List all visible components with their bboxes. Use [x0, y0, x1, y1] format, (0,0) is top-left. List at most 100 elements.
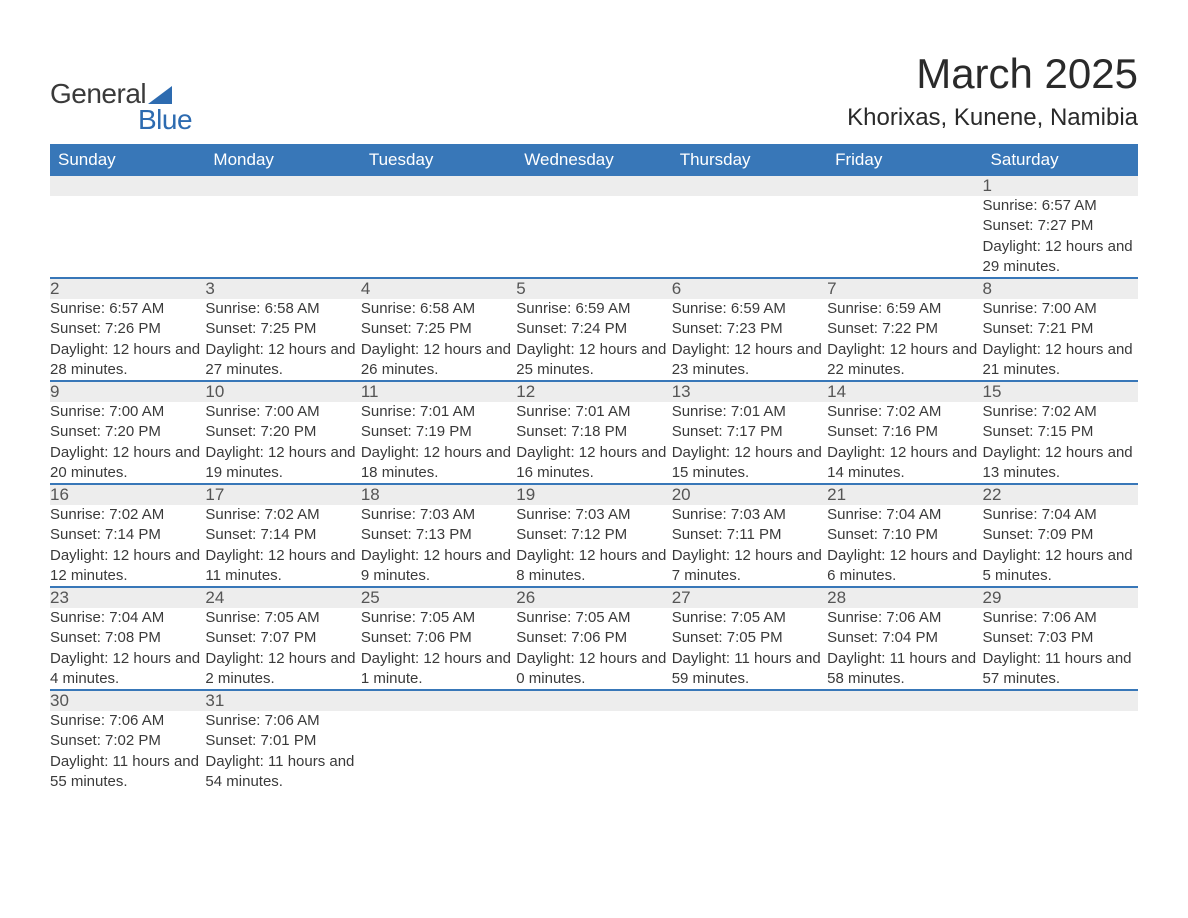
- day-detail-cell: Sunrise: 7:04 AMSunset: 7:09 PMDaylight:…: [983, 505, 1138, 587]
- day-number-cell: 26: [516, 587, 671, 608]
- day-detail-cell: Sunrise: 7:02 AMSunset: 7:14 PMDaylight:…: [50, 505, 205, 587]
- day-number-cell: 22: [983, 484, 1138, 505]
- day-number-cell: 11: [361, 381, 516, 402]
- daylight-line: Daylight: 12 hours and 1 minute.: [361, 649, 516, 690]
- day-number-cell: 28: [827, 587, 982, 608]
- column-header: Sunday: [50, 144, 205, 176]
- daylight-line: Daylight: 12 hours and 22 minutes.: [827, 340, 982, 381]
- sunrise-line: Sunrise: 7:00 AM: [983, 299, 1138, 319]
- day-detail-cell: [827, 711, 982, 792]
- sunset-line: Sunset: 7:15 PM: [983, 422, 1138, 442]
- logo-text-blue: Blue: [138, 104, 192, 136]
- day-detail-cell: Sunrise: 7:04 AMSunset: 7:08 PMDaylight:…: [50, 608, 205, 690]
- sunset-line: Sunset: 7:09 PM: [983, 525, 1138, 545]
- day-number-cell: 9: [50, 381, 205, 402]
- day-number-cell: 19: [516, 484, 671, 505]
- sunset-line: Sunset: 7:20 PM: [50, 422, 205, 442]
- day-number-cell: 1: [983, 176, 1138, 196]
- day-number-cell: 21: [827, 484, 982, 505]
- column-header: Tuesday: [361, 144, 516, 176]
- day-detail-cell: [516, 196, 671, 278]
- day-detail-cell: Sunrise: 7:06 AMSunset: 7:04 PMDaylight:…: [827, 608, 982, 690]
- sunrise-line: Sunrise: 7:06 AM: [983, 608, 1138, 628]
- daylight-line: Daylight: 12 hours and 20 minutes.: [50, 443, 205, 484]
- sunrise-line: Sunrise: 7:06 AM: [827, 608, 982, 628]
- sunrise-line: Sunrise: 7:02 AM: [827, 402, 982, 422]
- sunset-line: Sunset: 7:23 PM: [672, 319, 827, 339]
- day-number-cell: [983, 690, 1138, 711]
- sunrise-line: Sunrise: 7:06 AM: [50, 711, 205, 731]
- sunset-line: Sunset: 7:25 PM: [205, 319, 360, 339]
- day-detail-cell: Sunrise: 7:02 AMSunset: 7:14 PMDaylight:…: [205, 505, 360, 587]
- day-number-cell: [205, 176, 360, 196]
- day-number-cell: 2: [50, 278, 205, 299]
- day-number-cell: 17: [205, 484, 360, 505]
- day-number-cell: [516, 176, 671, 196]
- day-detail-cell: [361, 196, 516, 278]
- day-detail-cell: Sunrise: 7:02 AMSunset: 7:16 PMDaylight:…: [827, 402, 982, 484]
- daylight-line: Daylight: 12 hours and 26 minutes.: [361, 340, 516, 381]
- day-number-cell: 16: [50, 484, 205, 505]
- sunrise-line: Sunrise: 7:04 AM: [827, 505, 982, 525]
- sunrise-line: Sunrise: 7:03 AM: [516, 505, 671, 525]
- sunrise-line: Sunrise: 7:00 AM: [205, 402, 360, 422]
- day-number-cell: 14: [827, 381, 982, 402]
- day-detail-cell: Sunrise: 7:00 AMSunset: 7:20 PMDaylight:…: [205, 402, 360, 484]
- sunset-line: Sunset: 7:19 PM: [361, 422, 516, 442]
- column-header: Saturday: [983, 144, 1138, 176]
- day-number-cell: [516, 690, 671, 711]
- daylight-line: Daylight: 12 hours and 25 minutes.: [516, 340, 671, 381]
- daylight-line: Daylight: 12 hours and 11 minutes.: [205, 546, 360, 587]
- day-number-cell: [361, 690, 516, 711]
- sunset-line: Sunset: 7:27 PM: [983, 216, 1138, 236]
- daylight-line: Daylight: 12 hours and 18 minutes.: [361, 443, 516, 484]
- sunset-line: Sunset: 7:14 PM: [50, 525, 205, 545]
- day-number-cell: 29: [983, 587, 1138, 608]
- daylight-line: Daylight: 12 hours and 7 minutes.: [672, 546, 827, 587]
- sunrise-line: Sunrise: 7:01 AM: [516, 402, 671, 422]
- day-detail-cell: Sunrise: 6:58 AMSunset: 7:25 PMDaylight:…: [205, 299, 360, 381]
- title-block: March 2025 Khorixas, Kunene, Namibia: [847, 50, 1138, 132]
- day-detail-cell: Sunrise: 7:03 AMSunset: 7:11 PMDaylight:…: [672, 505, 827, 587]
- daylight-line: Daylight: 11 hours and 59 minutes.: [672, 649, 827, 690]
- day-detail-cell: Sunrise: 6:57 AMSunset: 7:27 PMDaylight:…: [983, 196, 1138, 278]
- sunset-line: Sunset: 7:10 PM: [827, 525, 982, 545]
- day-number-cell: 8: [983, 278, 1138, 299]
- day-detail-cell: [827, 196, 982, 278]
- day-number-cell: 5: [516, 278, 671, 299]
- day-detail-cell: [516, 711, 671, 792]
- sunrise-line: Sunrise: 7:03 AM: [361, 505, 516, 525]
- column-header: Monday: [205, 144, 360, 176]
- day-number-cell: 4: [361, 278, 516, 299]
- day-detail-cell: [205, 196, 360, 278]
- sunrise-line: Sunrise: 7:01 AM: [672, 402, 827, 422]
- sunset-line: Sunset: 7:14 PM: [205, 525, 360, 545]
- day-detail-cell: Sunrise: 7:06 AMSunset: 7:03 PMDaylight:…: [983, 608, 1138, 690]
- day-detail-cell: Sunrise: 7:03 AMSunset: 7:13 PMDaylight:…: [361, 505, 516, 587]
- daylight-line: Daylight: 12 hours and 15 minutes.: [672, 443, 827, 484]
- sunrise-line: Sunrise: 7:01 AM: [361, 402, 516, 422]
- sunrise-line: Sunrise: 6:57 AM: [983, 196, 1138, 216]
- column-header: Wednesday: [516, 144, 671, 176]
- day-number-cell: 24: [205, 587, 360, 608]
- sunrise-line: Sunrise: 7:04 AM: [983, 505, 1138, 525]
- day-number-cell: [672, 690, 827, 711]
- day-number-cell: [50, 176, 205, 196]
- day-number-cell: 30: [50, 690, 205, 711]
- logo-triangle-icon: [148, 86, 172, 104]
- daylight-line: Daylight: 12 hours and 0 minutes.: [516, 649, 671, 690]
- daylight-line: Daylight: 12 hours and 23 minutes.: [672, 340, 827, 381]
- day-detail-cell: [50, 196, 205, 278]
- day-detail-cell: Sunrise: 7:04 AMSunset: 7:10 PMDaylight:…: [827, 505, 982, 587]
- sunset-line: Sunset: 7:12 PM: [516, 525, 671, 545]
- day-number-cell: 7: [827, 278, 982, 299]
- day-number-cell: 10: [205, 381, 360, 402]
- daylight-line: Daylight: 12 hours and 29 minutes.: [983, 237, 1138, 278]
- sunset-line: Sunset: 7:02 PM: [50, 731, 205, 751]
- day-number-cell: 13: [672, 381, 827, 402]
- daylight-line: Daylight: 11 hours and 55 minutes.: [50, 752, 205, 793]
- day-number-cell: [827, 176, 982, 196]
- day-detail-cell: Sunrise: 6:57 AMSunset: 7:26 PMDaylight:…: [50, 299, 205, 381]
- sunset-line: Sunset: 7:17 PM: [672, 422, 827, 442]
- daylight-line: Daylight: 12 hours and 2 minutes.: [205, 649, 360, 690]
